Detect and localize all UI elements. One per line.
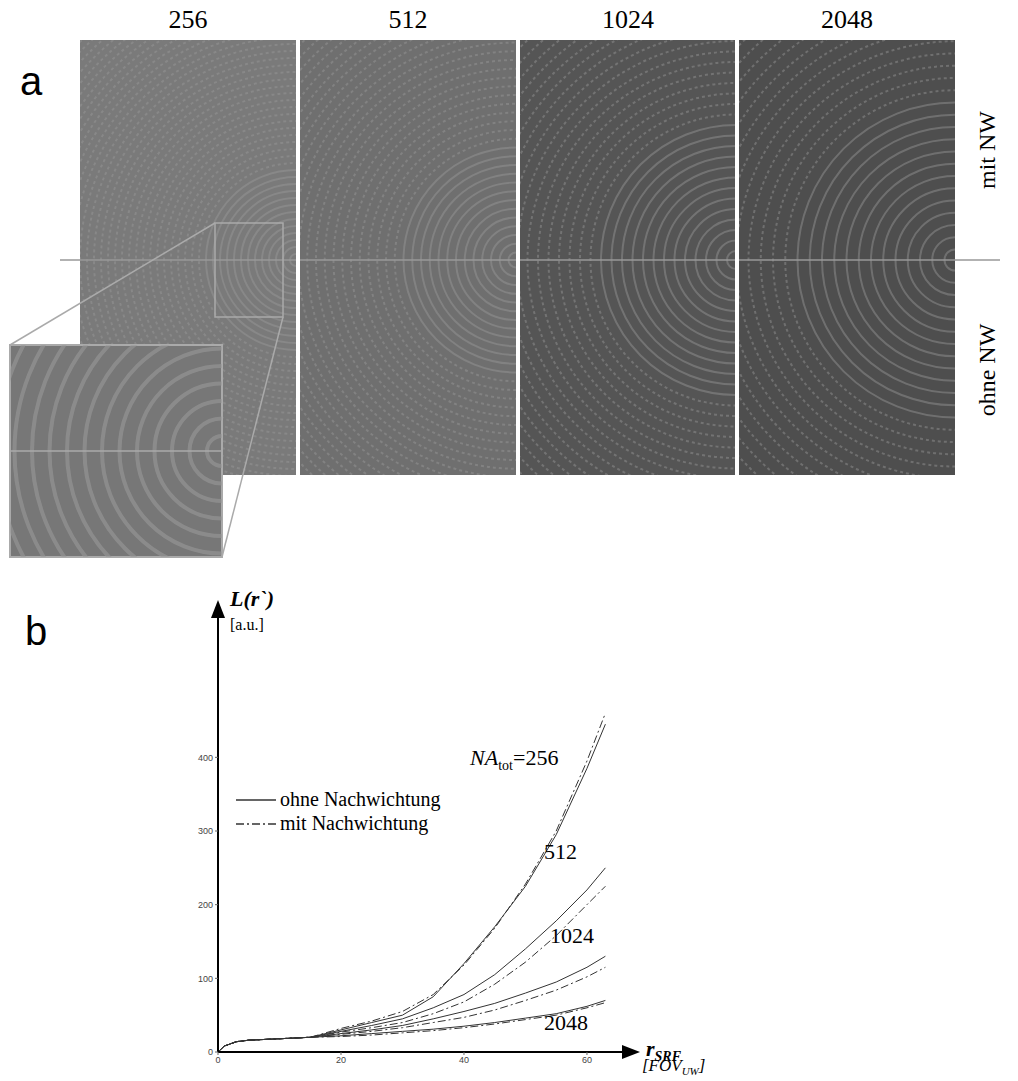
svg-text:mit Nachwichtung: mit Nachwichtung — [280, 812, 428, 835]
svg-text:[a.u.]: [a.u.] — [230, 616, 264, 633]
svg-text:NAtot=256: NAtot=256 — [469, 745, 558, 773]
svg-text:200: 200 — [198, 900, 213, 910]
svg-text:100: 100 — [198, 974, 213, 984]
svg-text:rSRF: rSRF — [646, 1036, 682, 1064]
svg-text:60: 60 — [582, 1055, 592, 1065]
svg-text:a: a — [20, 59, 43, 103]
svg-text:1024: 1024 — [550, 923, 594, 948]
svg-text:b: b — [25, 609, 47, 653]
svg-text:ohne Nachwichtung: ohne Nachwichtung — [280, 788, 441, 811]
svg-text:512: 512 — [544, 839, 577, 864]
svg-text:[FOVUW]: [FOVUW] — [642, 1056, 705, 1077]
svg-text:2048: 2048 — [544, 1010, 588, 1035]
svg-text:20: 20 — [336, 1055, 346, 1065]
svg-text:300: 300 — [198, 826, 213, 836]
svg-text:400: 400 — [198, 753, 213, 763]
svg-text:0: 0 — [215, 1055, 220, 1065]
svg-text:L(r`): L(r`) — [229, 586, 274, 611]
svg-text:1024: 1024 — [602, 5, 654, 34]
svg-text:256: 256 — [169, 5, 208, 34]
svg-text:mit NW: mit NW — [974, 111, 1000, 189]
svg-text:ohne NW: ohne NW — [974, 323, 1000, 416]
svg-text:40: 40 — [459, 1055, 469, 1065]
svg-text:2048: 2048 — [821, 5, 873, 34]
svg-text:0: 0 — [208, 1047, 213, 1057]
svg-text:512: 512 — [389, 5, 428, 34]
